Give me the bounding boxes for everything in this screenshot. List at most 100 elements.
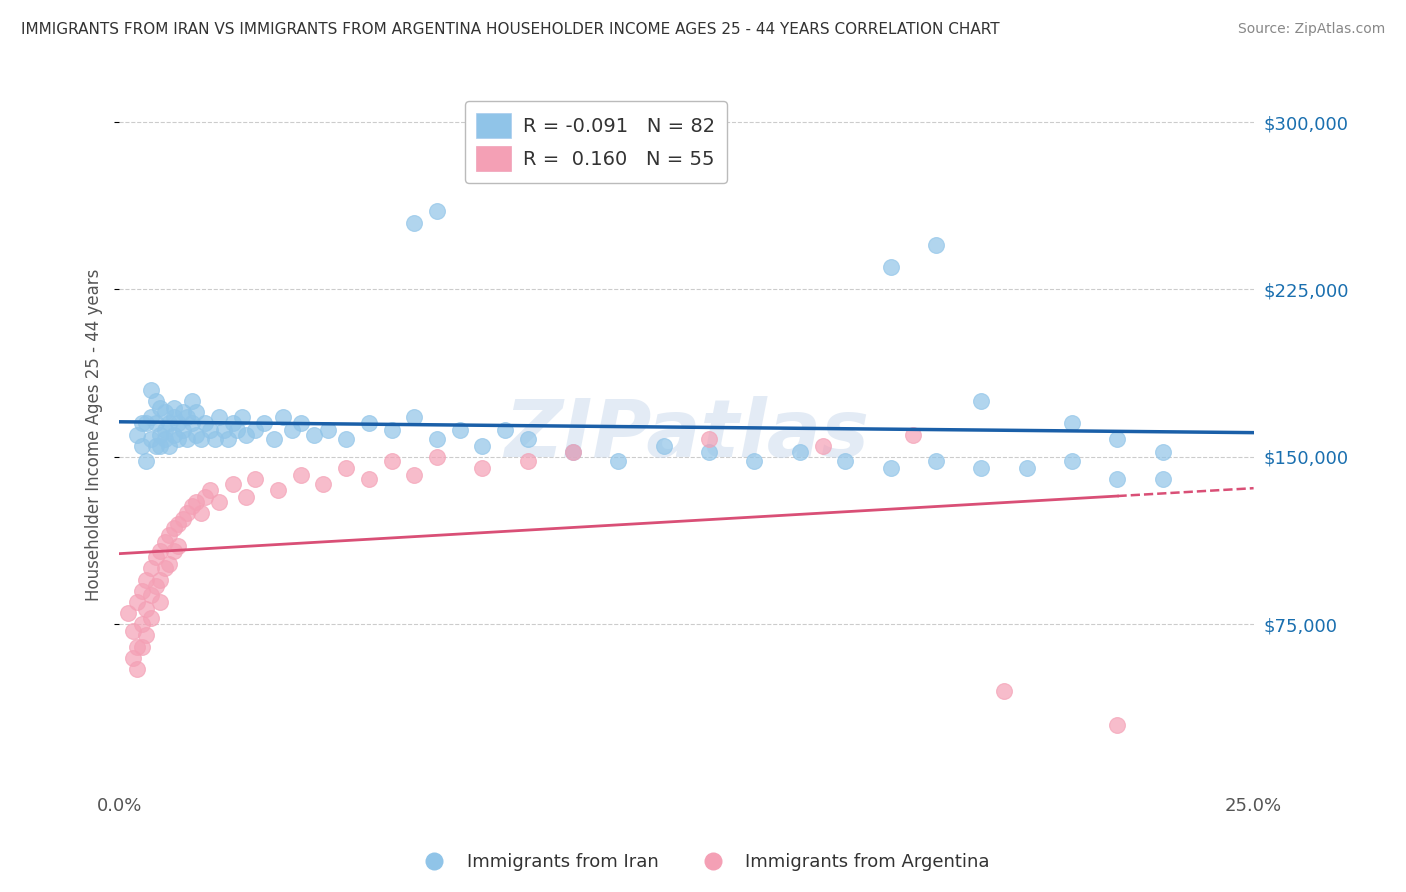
Point [149,573,172,587]
Point [198,483,221,498]
Point [380,454,402,468]
Point [122,624,145,638]
Point [744,454,766,468]
Point [157,439,180,453]
Point [190,432,212,446]
Point [157,528,180,542]
Point [263,432,285,446]
Point [176,432,198,446]
Point [834,454,856,468]
Point [186,405,208,419]
Point [697,432,720,446]
Point [180,499,202,513]
Legend: Immigrants from Iran, Immigrants from Argentina: Immigrants from Iran, Immigrants from Ar… [409,847,997,879]
Point [426,450,449,464]
Point [122,650,145,665]
Point [222,417,245,431]
Point [139,588,162,602]
Point [212,423,235,437]
Point [163,427,186,442]
Point [290,417,312,431]
Point [562,445,585,459]
Point [127,427,149,442]
Point [139,610,162,624]
Point [153,405,176,419]
Point [222,476,245,491]
Point [404,409,426,424]
Point [127,595,149,609]
Point [217,432,239,446]
Point [226,423,249,437]
Point [198,423,221,437]
Point [139,432,162,446]
Point [157,557,180,571]
Point [149,595,172,609]
Point [271,409,294,424]
Point [190,506,212,520]
Point [163,409,186,424]
Point [1062,454,1084,468]
Point [903,427,925,442]
Point [149,427,172,442]
Point [312,476,335,491]
Point [357,472,380,486]
Point [127,640,149,654]
Point [176,409,198,424]
Point [131,583,153,598]
Point [135,573,157,587]
Point [167,539,190,553]
Point [208,409,231,424]
Point [925,454,948,468]
Point [471,461,494,475]
Point [494,423,516,437]
Point [145,417,167,431]
Point [172,423,194,437]
Point [1107,717,1129,731]
Point [970,461,993,475]
Point [131,417,153,431]
Point [153,534,176,549]
Point [167,516,190,531]
Point [153,561,176,575]
Point [231,409,253,424]
Point [194,490,217,504]
Point [335,461,357,475]
Point [135,454,157,468]
Point [404,215,426,229]
Point [280,423,302,437]
Point [131,640,153,654]
Point [267,483,290,498]
Point [176,506,198,520]
Point [290,467,312,482]
Legend: R = -0.091   N = 82, R =  0.160   N = 55: R = -0.091 N = 82, R = 0.160 N = 55 [464,102,727,183]
Point [139,409,162,424]
Point [1107,432,1129,446]
Point [135,628,157,642]
Point [1015,461,1038,475]
Point [149,543,172,558]
Point [426,432,449,446]
Point [127,662,149,676]
Point [1152,472,1174,486]
Point [697,445,720,459]
Point [1107,472,1129,486]
Point [253,417,276,431]
Point [131,439,153,453]
Point [304,427,326,442]
Point [811,439,834,453]
Y-axis label: Householder Income Ages 25 - 44 years: Householder Income Ages 25 - 44 years [86,268,103,600]
Point [245,472,267,486]
Point [562,445,585,459]
Point [789,445,811,459]
Point [235,427,257,442]
Point [167,417,190,431]
Point [208,494,231,508]
Point [145,394,167,409]
Point [157,417,180,431]
Point [163,543,186,558]
Point [652,439,675,453]
Point [149,439,172,453]
Point [516,432,538,446]
Point [153,432,176,446]
Point [879,260,901,275]
